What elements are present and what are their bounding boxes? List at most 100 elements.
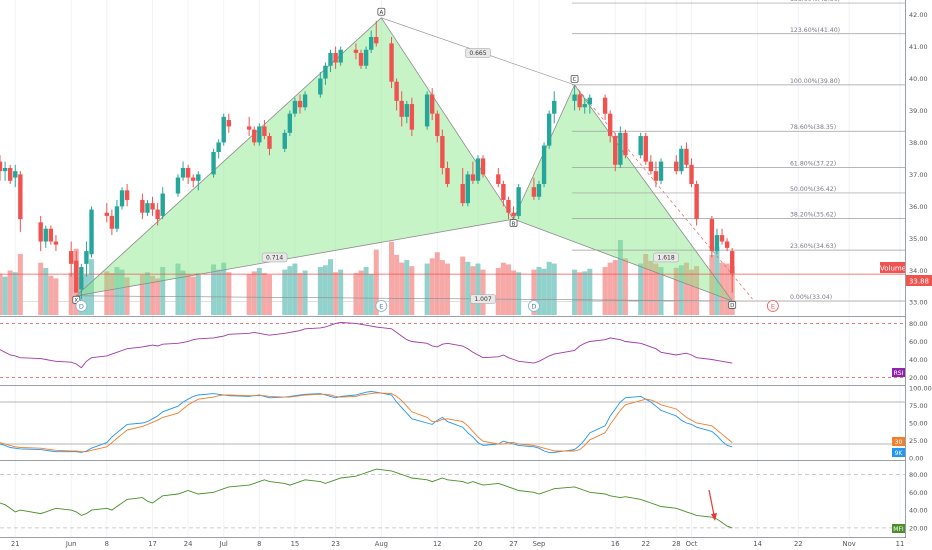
candle-body [53, 241, 59, 245]
candle-body [719, 235, 725, 242]
time-marker [766, 300, 779, 312]
volume-bar [465, 261, 471, 315]
candle-body [196, 174, 201, 181]
candle-body [730, 251, 735, 274]
x-tick-label: Nov [843, 540, 856, 548]
x-tick-label: 12 [433, 540, 442, 548]
candle-body [430, 94, 435, 114]
y-axes: 33.00 34.00 35.00 36.00 37.00 38.00 39.00 40.00… [892, 11, 932, 533]
candle-body [246, 126, 252, 130]
pattern-leg-xd [76, 295, 733, 302]
pattern-leg [76, 218, 514, 297]
candle-body [7, 167, 13, 181]
pattern-point-label: C [573, 77, 577, 83]
candle-body [638, 136, 643, 156]
candle-body [516, 187, 521, 216]
x-tick-label: 21 [11, 540, 20, 548]
volume-bar [221, 262, 227, 315]
x-tick-label: Jul [219, 540, 228, 548]
y-tick-label: 100.00 [909, 385, 932, 393]
projection-line [574, 84, 753, 300]
volume-bar [587, 268, 593, 315]
candle-body [541, 145, 547, 184]
volume-bar [104, 271, 110, 315]
volume-bar [216, 269, 222, 315]
candle-body [618, 132, 623, 165]
candle-body [623, 132, 628, 156]
fib-level-label: 0.00%(33.04) [790, 294, 832, 301]
volume-bar [175, 263, 181, 315]
volume-bar [653, 263, 659, 315]
volume-bar [0, 273, 3, 315]
candle-body [465, 174, 470, 204]
volume-bar [541, 268, 547, 315]
candle-body [689, 164, 694, 184]
volume-bar [89, 259, 95, 315]
candle-body [302, 94, 308, 108]
volume-bar [658, 267, 664, 315]
mfi-tag: MFI [893, 526, 904, 533]
time-marker-label: E [771, 302, 775, 310]
pattern-point-label: D [730, 303, 734, 309]
rsi-tag: RSI [894, 370, 904, 377]
volume-bar [322, 265, 328, 315]
candle-body [577, 94, 582, 108]
x-tick-label: Aug [375, 540, 388, 548]
volume-bar [114, 267, 120, 315]
x-tick-label: 23 [331, 540, 340, 548]
y-tick-label: 38.00 [909, 139, 928, 147]
y-tick-label: 34.00 [909, 267, 928, 275]
candle-body [506, 199, 511, 213]
y-tick-label: 80.00 [909, 320, 928, 328]
candle-body [572, 94, 577, 101]
volume-bar [536, 267, 542, 315]
volume-bar [719, 262, 725, 315]
candle-body [38, 222, 43, 242]
volume-bar [724, 263, 730, 315]
price-tags: Volume 33.88 [880, 262, 932, 286]
fib-level-label: 61.80%(37.22) [790, 160, 836, 167]
volume-bar [439, 260, 445, 315]
candle-body [353, 49, 359, 53]
candle-body [435, 113, 440, 137]
volume-bar [83, 274, 89, 315]
candle-body [13, 171, 18, 178]
candle-body [124, 190, 130, 200]
volume-bar [48, 275, 54, 315]
volume-bar [607, 262, 613, 315]
candle-body [287, 113, 293, 133]
mfi-panel [0, 468, 905, 529]
volume-bar [470, 266, 476, 315]
y-tick-label: 40.00 [909, 507, 928, 515]
candle-body [684, 148, 689, 165]
candle-body [358, 52, 364, 66]
candle-body [0, 161, 3, 172]
pattern-labels: X A B C D 0.714 0.665 1.618 1.007 D E D E [72, 7, 779, 312]
y-tick-label: 60.00 [909, 489, 928, 497]
fibonacci-levels: 138.60%(42.36) 123.60%(41.40) 100.00%(39.8… [0, 0, 905, 302]
stoch-d-tag-box [892, 437, 905, 446]
volume-bar [7, 270, 13, 315]
volume-tag-label: Volume [880, 265, 906, 273]
ratio-label: 1.007 [474, 296, 491, 303]
candle-body [79, 267, 84, 290]
candle-body [363, 49, 369, 66]
time-marker [527, 300, 540, 312]
time-marker-label: D [531, 302, 536, 310]
x-tick-label: 14 [753, 540, 762, 548]
candle-body [613, 136, 618, 165]
candle-body [89, 209, 94, 255]
x-tick-label: Sep [533, 540, 546, 548]
volume-bar [434, 252, 440, 315]
volume-bar [612, 260, 618, 315]
pattern-leg [513, 218, 733, 302]
candle-body [175, 177, 181, 194]
volume-bar [302, 270, 308, 315]
volume-bar [505, 264, 511, 315]
time-marker [375, 300, 388, 312]
candle-body [607, 113, 613, 137]
ratio-badge [261, 252, 288, 263]
candle-body [460, 183, 465, 204]
down-arrow-icon [711, 513, 717, 521]
candle-body [282, 132, 287, 149]
